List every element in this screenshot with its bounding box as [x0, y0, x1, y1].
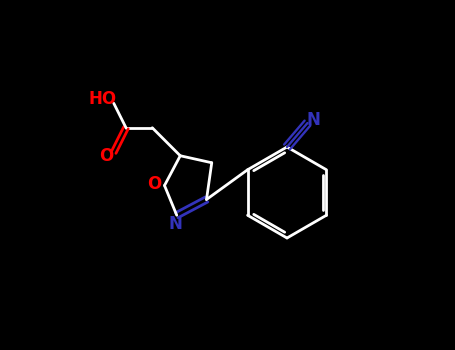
- Text: O: O: [100, 147, 114, 165]
- Text: HO: HO: [88, 90, 116, 108]
- Text: N: N: [307, 111, 320, 128]
- Text: O: O: [147, 175, 162, 193]
- Text: N: N: [168, 215, 182, 233]
